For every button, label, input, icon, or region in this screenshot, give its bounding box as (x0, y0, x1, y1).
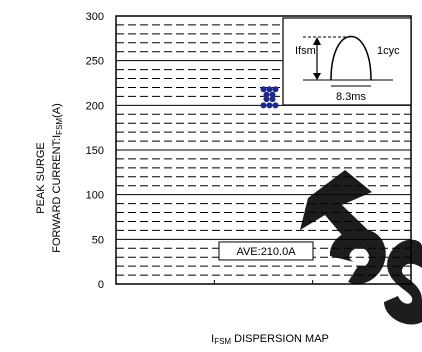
y-tick-label: 100 (86, 190, 104, 202)
y-tick-label: 50 (92, 234, 104, 246)
data-point (266, 102, 273, 109)
data-point (260, 86, 267, 93)
y-tick-label: 200 (86, 100, 104, 112)
y-tick-label: 300 (86, 11, 104, 23)
data-point (269, 91, 276, 98)
average-label: AVE:210.0A (236, 246, 296, 258)
y-axis-title-main: FORWARD CURRENT:I (51, 135, 63, 253)
y-axis-title: PEAK SURGE FORWARD CURRENT:IFSM(A) (35, 103, 64, 253)
inset-peak-label: Ifsm (295, 45, 316, 57)
y-axis-title-line1: PEAK SURGE (35, 142, 47, 214)
inset-arrow-head-down (313, 73, 321, 80)
inset-cycle-label: 1cyc (377, 45, 400, 57)
data-point (263, 96, 270, 103)
watermark (300, 170, 422, 325)
data-point (263, 91, 270, 98)
inset-period-label: 8.3ms (336, 91, 366, 103)
y-tick-label: 150 (86, 145, 104, 157)
y-axis-title-rest: (A) (51, 103, 63, 118)
average-box (218, 241, 314, 261)
y-axis-title-line2: FORWARD CURRENT:IFSM(A) (51, 103, 64, 253)
data-point (272, 102, 279, 109)
data-point (266, 86, 273, 93)
inset-box (282, 17, 412, 106)
plot-frame (115, 15, 412, 285)
data-point (269, 96, 276, 103)
y-axis-title-sub: FSM (55, 118, 64, 135)
data-point (272, 86, 279, 93)
inset-arrow-head-up (313, 37, 321, 45)
data-point (260, 102, 267, 109)
x-axis-title: IFSM DISPERSION MAP (211, 333, 329, 346)
plot-area: 0 50 100 150 200 250 300 AVE:210.0A Ifsm 1cyc 8.3m… (86, 11, 412, 291)
y-tick-label: 250 (86, 56, 104, 68)
y-tick-label: 0 (98, 279, 104, 291)
